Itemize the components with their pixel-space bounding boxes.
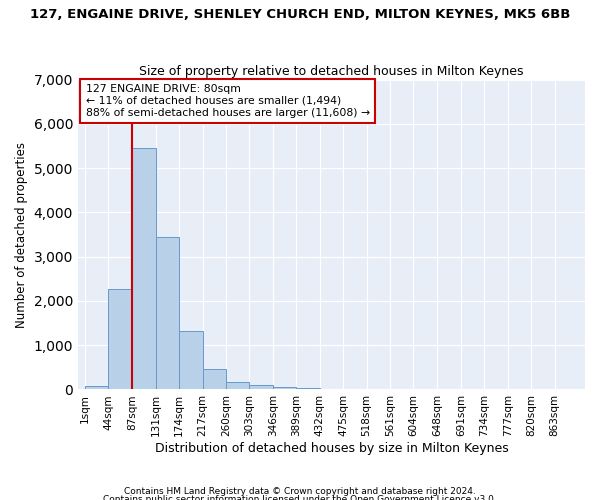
Text: 127, ENGAINE DRIVE, SHENLEY CHURCH END, MILTON KEYNES, MK5 6BB: 127, ENGAINE DRIVE, SHENLEY CHURCH END, … xyxy=(30,8,570,20)
Bar xyxy=(203,368,226,390)
Bar xyxy=(85,386,109,390)
Title: Size of property relative to detached houses in Milton Keynes: Size of property relative to detached ho… xyxy=(139,66,524,78)
Bar xyxy=(320,389,343,390)
Bar xyxy=(296,388,320,390)
Bar xyxy=(250,386,273,390)
Bar xyxy=(109,289,132,390)
Text: Contains public sector information licensed under the Open Government Licence v3: Contains public sector information licen… xyxy=(103,495,497,500)
Bar xyxy=(132,148,156,390)
Text: 127 ENGAINE DRIVE: 80sqm
← 11% of detached houses are smaller (1,494)
88% of sem: 127 ENGAINE DRIVE: 80sqm ← 11% of detach… xyxy=(86,84,370,117)
X-axis label: Distribution of detached houses by size in Milton Keynes: Distribution of detached houses by size … xyxy=(155,442,508,455)
Bar xyxy=(156,237,179,390)
Text: Contains HM Land Registry data © Crown copyright and database right 2024.: Contains HM Land Registry data © Crown c… xyxy=(124,488,476,496)
Bar xyxy=(226,382,250,390)
Bar xyxy=(179,331,203,390)
Y-axis label: Number of detached properties: Number of detached properties xyxy=(15,142,28,328)
Bar xyxy=(273,387,296,390)
